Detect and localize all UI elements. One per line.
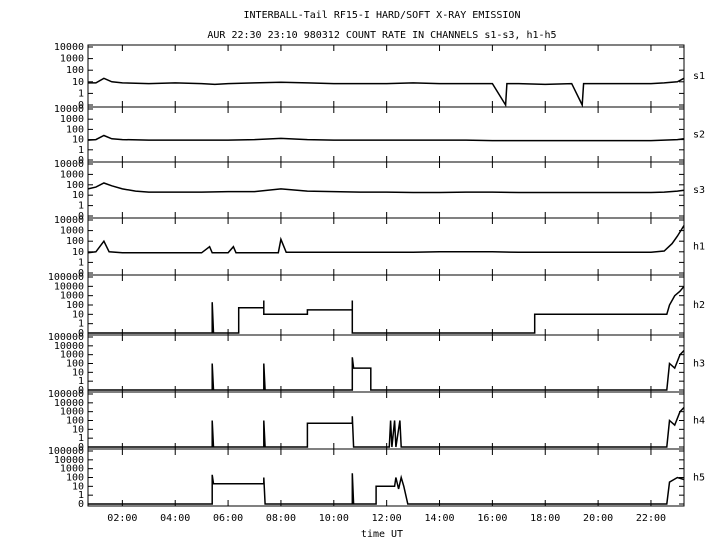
y-tick-label: 100000: [48, 389, 84, 400]
y-tick-label: 10000: [54, 398, 84, 409]
y-tick-label: 10: [72, 247, 84, 258]
y-tick-label: 0: [78, 155, 84, 166]
x-tick-label: 22:00: [636, 513, 666, 524]
y-tick-label: 100000: [48, 332, 84, 343]
x-tick-label: 10:00: [319, 513, 349, 524]
x-axis-label: time UT: [361, 529, 403, 540]
x-tick-label: 06:00: [213, 513, 243, 524]
y-tick-label: 10000: [54, 341, 84, 352]
series-line: [88, 285, 685, 334]
x-tick-label: 16:00: [477, 513, 507, 524]
y-tick-label: 1: [78, 376, 84, 387]
series-line: [87, 225, 685, 254]
panel-label: h2: [693, 300, 705, 311]
chart-title: INTERBALL-Tail RF15-I HARD/SOFT X-RAY EM…: [244, 10, 521, 21]
y-tick-label: 100: [66, 236, 84, 247]
x-tick-label: 18:00: [530, 513, 560, 524]
x-tick-label: 14:00: [424, 513, 454, 524]
panel-label: h3: [693, 359, 705, 370]
y-tick-label: 1: [78, 319, 84, 330]
y-tick-label: 100000: [48, 446, 84, 457]
panel-frame: [87, 106, 685, 163]
panel-frame: [87, 391, 685, 450]
y-tick-label: 10000: [54, 42, 84, 53]
y-tick-label: 10: [72, 135, 84, 146]
series-line: [88, 473, 685, 505]
y-tick-label: 1: [78, 433, 84, 444]
chart-subtitle: AUR 22:30 23:10 980312 COUNT RATE IN CHA…: [207, 30, 556, 41]
panel-frame: [87, 274, 685, 336]
y-tick-label: 10: [72, 77, 84, 88]
series-line: [88, 77, 685, 108]
panel-label: s1: [693, 71, 705, 82]
y-tick-label: 0: [78, 385, 84, 396]
x-tick-label: 08:00: [266, 513, 296, 524]
series-line: [88, 406, 685, 448]
y-tick-label: 100: [66, 180, 84, 191]
y-tick-label: 0: [78, 100, 84, 111]
y-tick-label: 0: [78, 211, 84, 222]
y-tick-label: 1000: [60, 54, 84, 65]
x-tick-label: 02:00: [107, 513, 137, 524]
y-tick-label: 1000: [60, 407, 84, 418]
y-tick-label: 0: [78, 442, 84, 453]
y-tick-label: 100: [66, 300, 84, 311]
y-tick-label: 0: [78, 328, 84, 339]
series-line: [87, 182, 685, 194]
y-tick-label: 10000: [54, 215, 84, 226]
y-tick-label: 1000: [60, 350, 84, 361]
series-line: [87, 134, 685, 142]
series-line: [88, 349, 685, 391]
y-tick-label: 1000: [60, 291, 84, 302]
y-tick-label: 10: [72, 481, 84, 492]
y-tick-label: 100: [66, 124, 84, 135]
y-tick-label: 0: [78, 268, 84, 279]
y-tick-label: 1: [78, 88, 84, 99]
y-tick-label: 100: [66, 359, 84, 370]
y-tick-label: 1: [78, 201, 84, 212]
panel-label: h5: [693, 473, 705, 484]
y-tick-label: 1000: [60, 169, 84, 180]
panel-frame: [87, 334, 685, 393]
y-tick-label: 10: [72, 309, 84, 320]
y-tick-label: 1000: [60, 464, 84, 475]
x-tick-label: 12:00: [372, 513, 402, 524]
y-tick-label: 100000: [48, 272, 84, 283]
y-tick-label: 10000: [54, 159, 84, 170]
y-tick-label: 10000: [54, 104, 84, 115]
y-tick-label: 10000: [54, 455, 84, 466]
panel-frame: [87, 217, 685, 276]
panel-frame: [87, 44, 685, 108]
y-tick-label: 100: [66, 473, 84, 484]
panel-frame: [87, 448, 685, 507]
panel-label: s2: [693, 130, 705, 141]
y-tick-label: 0: [78, 499, 84, 510]
y-tick-label: 1: [78, 145, 84, 156]
y-tick-label: 100: [66, 65, 84, 76]
y-tick-label: 100: [66, 416, 84, 427]
y-tick-label: 1000: [60, 226, 84, 237]
y-tick-label: 1: [78, 257, 84, 268]
y-tick-label: 10: [72, 424, 84, 435]
panel-label: h1: [693, 242, 705, 253]
y-tick-label: 1: [78, 490, 84, 501]
panel-label: h4: [693, 416, 705, 427]
y-tick-label: 10000: [54, 281, 84, 292]
y-tick-label: 10: [72, 190, 84, 201]
y-tick-label: 10: [72, 367, 84, 378]
y-tick-label: 1000: [60, 114, 84, 125]
x-tick-label: 04:00: [160, 513, 190, 524]
panel-frame: [87, 161, 685, 219]
panel-label: s3: [693, 185, 705, 196]
x-tick-label: 20:00: [583, 513, 613, 524]
